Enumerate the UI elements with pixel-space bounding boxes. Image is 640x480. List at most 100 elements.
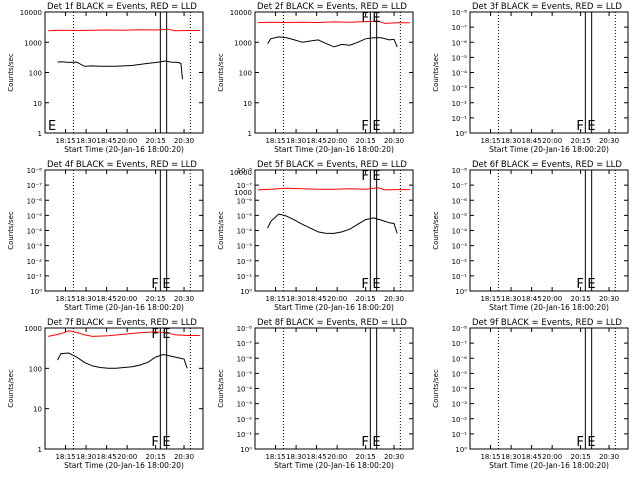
panel-det1: Det 1f BLACK = Events, RED = LLD Counts/s… — [7, 2, 204, 154]
y-tick-label: 10⁻³ — [237, 401, 253, 409]
end-marker-top: E — [162, 327, 170, 342]
plot-frame — [44, 327, 204, 450]
panel-det4: Det 4f BLACK = Events, RED = LLD Counts/s… — [7, 160, 204, 312]
x-tick-label: 20:30 — [384, 295, 404, 303]
plot-frame — [44, 169, 204, 292]
front-marker: F — [576, 435, 583, 450]
y-tick-label: 10⁻¹ — [237, 431, 253, 439]
x-tick-label: 18:15 — [265, 453, 285, 461]
y-tick-label: 1000 — [24, 325, 42, 333]
y-tick-label: 10⁻² — [452, 416, 468, 424]
x-tick-label: 20:15 — [146, 137, 166, 145]
front-marker-top: F — [151, 327, 158, 342]
panel-title: Det 3f BLACK = Events, RED = LLD — [472, 2, 622, 12]
front-marker: F — [576, 277, 583, 292]
x-axis-title: Start Time (20-Jan-16 18:00:20) — [274, 461, 394, 470]
x-axis-title: Start Time (20-Jan-16 18:00:20) — [489, 145, 609, 154]
panel-title: Det 9f BLACK = Events, RED = LLD — [472, 318, 622, 328]
y-tick-label: 10⁻⁶ — [27, 197, 43, 205]
x-axis-title: Start Time (20-Jan-16 18:00:20) — [274, 303, 394, 312]
panel-det2: Det 2f BLACK = Events, RED = LLD Counts/s… — [217, 2, 414, 154]
panel-title: Det 1f BLACK = Events, RED = LLD — [47, 2, 197, 12]
y-tick-label-secondary: 10000 — [230, 169, 252, 177]
y-tick-label: 10⁰ — [455, 446, 467, 454]
x-tick-label: 18:30 — [286, 295, 306, 303]
y-tick-label: 10⁻⁵ — [452, 370, 468, 378]
x-tick-label: 18:30 — [76, 295, 96, 303]
series-events — [57, 352, 188, 369]
plot-frame — [254, 327, 414, 450]
y-tick-label: 10⁻⁶ — [452, 39, 468, 47]
panel-det9: Det 9f BLACK = Events, RED = LLD Counts/s… — [432, 318, 629, 470]
x-tick-label: 20:00 — [117, 137, 137, 145]
y-tick-label: 10⁻⁷ — [452, 24, 468, 32]
y-tick-label: 10 — [243, 100, 252, 108]
x-tick-label: 20:15 — [571, 453, 591, 461]
y-tick-label: 10⁰ — [240, 288, 252, 296]
x-tick-label: 18:45 — [307, 453, 327, 461]
y-tick-label: 10⁻⁵ — [452, 212, 468, 220]
x-axis-title: Start Time (20-Jan-16 18:00:20) — [489, 303, 609, 312]
y-tick-label: 10⁻⁸ — [237, 167, 253, 175]
y-tick-label: 10⁻⁶ — [237, 197, 253, 205]
panel-title: Det 4f BLACK = Events, RED = LLD — [47, 160, 197, 170]
x-axis-title: Start Time (20-Jan-16 18:00:20) — [64, 145, 184, 154]
x-tick-label: 18:45 — [522, 137, 542, 145]
front-marker: F — [576, 119, 583, 134]
panel-title: Det 8f BLACK = Events, RED = LLD — [257, 318, 407, 328]
x-tick-label: 18:30 — [286, 137, 306, 145]
end-marker: E — [162, 435, 170, 450]
y-tick-label: 10 — [33, 406, 42, 414]
plot-frame — [469, 327, 629, 450]
panel-title: Det 5f BLACK = Events, RED = LLD — [257, 160, 407, 170]
x-axis-title: Start Time (20-Jan-16 18:00:20) — [489, 461, 609, 470]
panel-title: Det 2f BLACK = Events, RED = LLD — [257, 2, 407, 12]
x-tick-label: 20:15 — [571, 137, 591, 145]
y-tick-label: 10⁻⁸ — [452, 167, 468, 175]
y-tick-label: 10⁻⁷ — [452, 340, 468, 348]
y-tick-label-secondary: 1000 — [234, 189, 252, 197]
y-tick-label: 10⁻⁵ — [27, 212, 43, 220]
y-tick-label: 10⁻¹ — [452, 431, 468, 439]
x-tick-label: 18:30 — [76, 137, 96, 145]
y-tick-label: 10⁻⁵ — [237, 370, 253, 378]
y-tick-label: 10⁻¹ — [27, 273, 43, 281]
y-tick-label: 100 — [29, 70, 42, 78]
y-tick-label: 10⁻⁸ — [452, 325, 468, 333]
end-marker: E — [372, 119, 380, 134]
front-marker-top: F — [361, 11, 368, 26]
panel-det3: Det 3f BLACK = Events, RED = LLD Counts/s… — [432, 2, 629, 154]
y-tick-label: 10⁻⁴ — [452, 228, 468, 236]
x-tick-label: 18:15 — [480, 137, 500, 145]
x-tick-label: 18:45 — [97, 295, 117, 303]
x-tick-label: 20:00 — [327, 453, 347, 461]
x-axis-title: Start Time (20-Jan-16 18:00:20) — [64, 461, 184, 470]
y-axis-title: Counts/sec — [7, 369, 15, 408]
x-tick-label: 18:45 — [522, 453, 542, 461]
x-tick-label: 18:45 — [97, 453, 117, 461]
y-tick-label: 10⁻⁸ — [27, 167, 43, 175]
x-tick-label: 20:30 — [174, 453, 194, 461]
y-axis-title: Counts/sec — [432, 369, 440, 408]
x-tick-label: 18:15 — [55, 137, 75, 145]
x-tick-label: 20:30 — [384, 453, 404, 461]
y-tick-label: 1 — [38, 446, 42, 454]
y-tick-label: 10⁻⁵ — [452, 54, 468, 62]
front-marker: F — [151, 277, 158, 292]
x-tick-label: 18:15 — [480, 453, 500, 461]
y-tick-label: 10⁻³ — [452, 243, 468, 251]
y-tick-label: 100 — [29, 365, 42, 373]
x-tick-label: 20:15 — [571, 295, 591, 303]
x-tick-label: 20:00 — [327, 137, 347, 145]
plot-frame — [469, 11, 629, 134]
y-tick-label: 10⁻³ — [27, 243, 43, 251]
x-tick-label: 18:15 — [265, 137, 285, 145]
x-tick-label: 20:15 — [146, 295, 166, 303]
series-lld — [48, 28, 200, 32]
x-tick-label: 20:00 — [542, 295, 562, 303]
y-tick-label: 100 — [239, 70, 252, 78]
x-tick-label: 20:00 — [327, 295, 347, 303]
y-axis-title: Counts/sec — [7, 211, 15, 250]
front-marker: F — [151, 435, 158, 450]
y-tick-label: 10⁰ — [455, 130, 467, 138]
